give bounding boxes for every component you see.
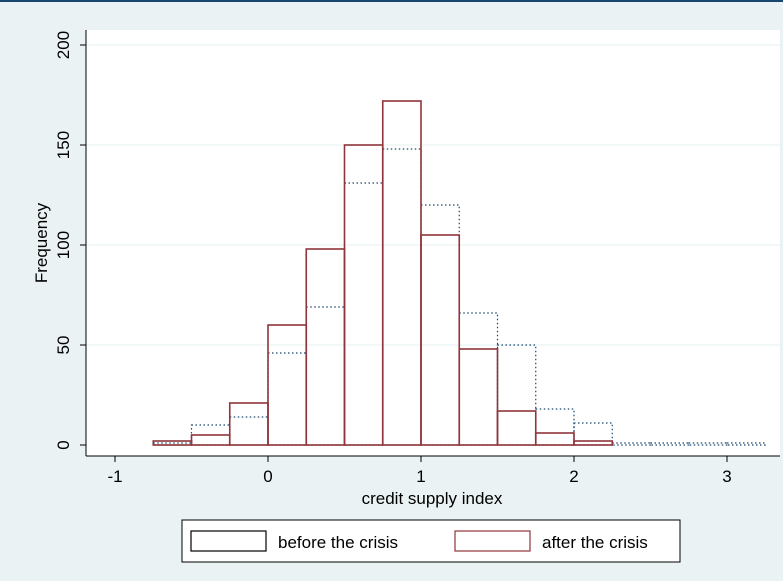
after-bar: [343, 144, 384, 446]
y-axis-title: Frequency: [32, 202, 51, 283]
x-axis-title: credit supply index: [362, 489, 503, 508]
y-tick-label: 100: [54, 231, 73, 259]
legend-key-before: [190, 530, 267, 552]
y-tick-label: 150: [54, 131, 73, 159]
plot-area: [86, 30, 780, 456]
after-bar: [381, 100, 422, 446]
gridlines: [87, 44, 780, 346]
legend: before the crisis after the crisis: [181, 519, 681, 563]
after-bar: [228, 402, 269, 446]
after-crisis-series: [152, 100, 614, 446]
after-bar: [152, 440, 193, 446]
legend-key-after: [454, 530, 531, 552]
x-tick-label: 3: [722, 467, 731, 486]
y-tick-label: 200: [54, 31, 73, 59]
after-bar: [190, 434, 231, 446]
x-tick-label: 2: [569, 467, 578, 486]
after-bar: [534, 432, 575, 446]
after-bar: [458, 348, 499, 446]
after-bar: [305, 248, 346, 446]
x-axis-ticks: -1 0 1 2 3: [107, 456, 732, 486]
x-tick-label: 0: [263, 467, 272, 486]
y-tick-label: 50: [54, 336, 73, 355]
legend-label-after: after the crisis: [542, 533, 648, 552]
after-bar: [496, 410, 537, 446]
x-tick-label: -1: [107, 467, 122, 486]
y-tick-label: 0: [54, 440, 73, 449]
after-bar: [573, 440, 614, 446]
legend-label-before: before the crisis: [278, 533, 398, 552]
y-axis-ticks: 0 50 100 150 200: [54, 31, 86, 450]
x-tick-label: 1: [416, 467, 425, 486]
after-bar: [267, 324, 308, 446]
after-bar: [420, 234, 461, 446]
